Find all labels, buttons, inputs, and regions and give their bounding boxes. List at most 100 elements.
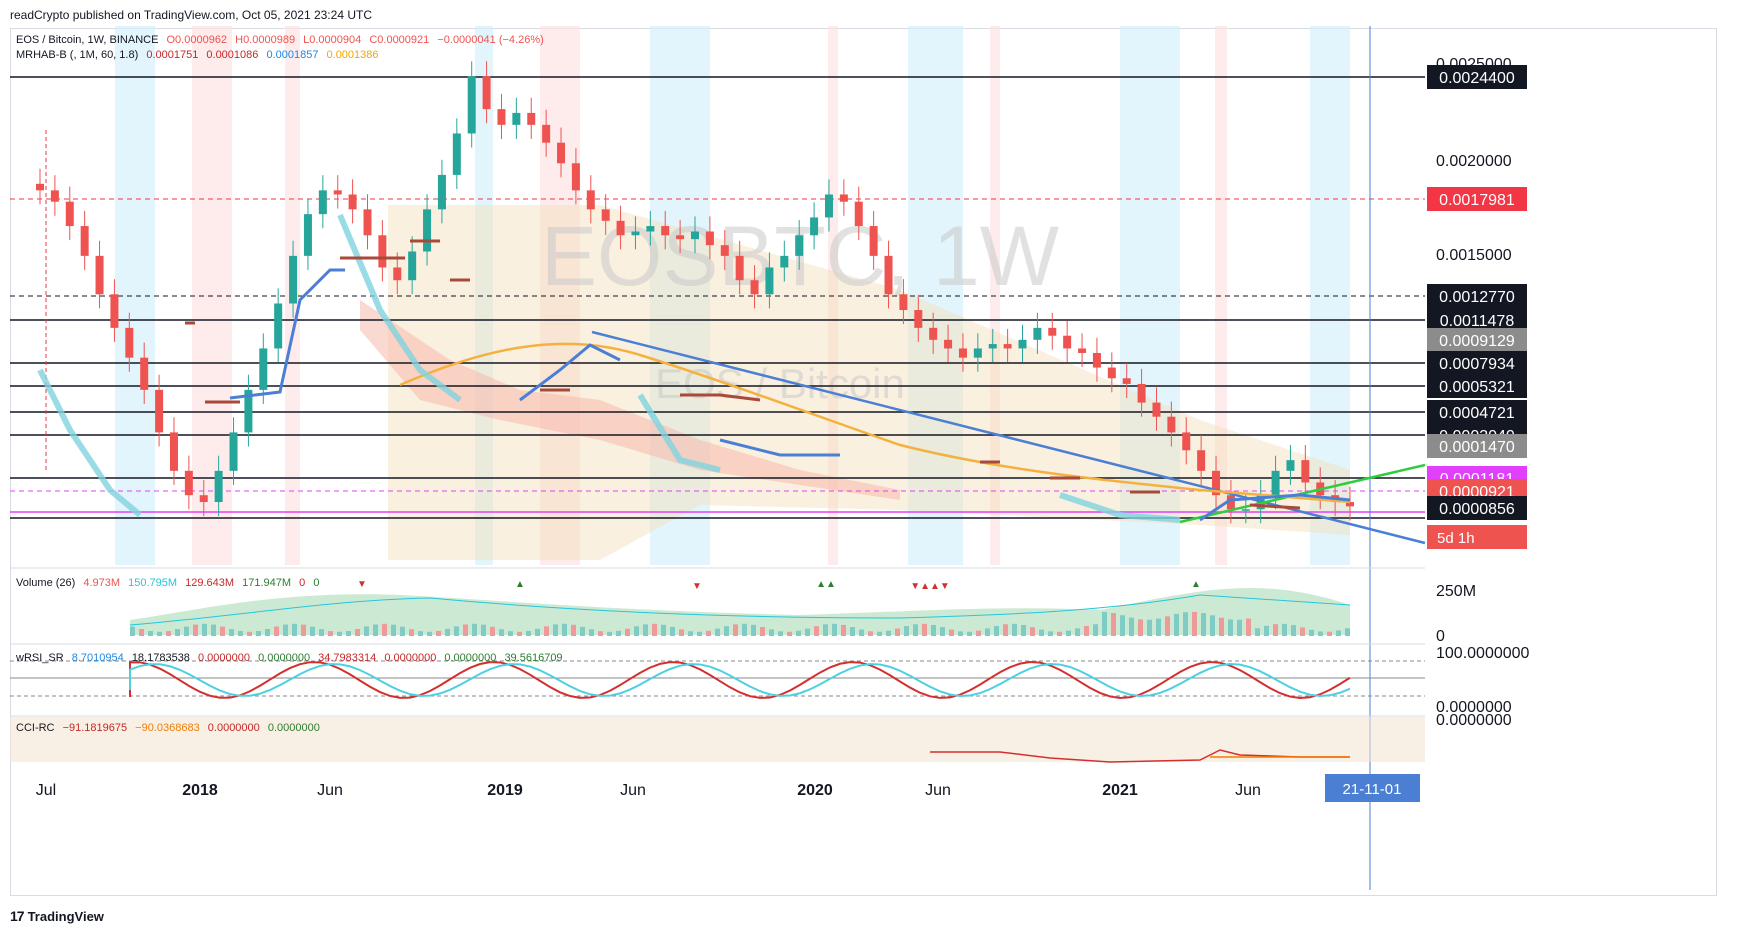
volume-bar bbox=[1201, 613, 1206, 636]
tradingview-logo-text: TradingView bbox=[27, 909, 104, 924]
pane-axis-label: 250M bbox=[1436, 583, 1476, 600]
volume-bar bbox=[958, 631, 963, 636]
volume-bar bbox=[661, 624, 666, 636]
volume-bar bbox=[256, 631, 261, 636]
price-level-label: 0.0024400 bbox=[1439, 70, 1515, 87]
candle-body bbox=[557, 142, 566, 164]
legend-volume: Volume (26) 4.973M 150.795M 129.643M 171… bbox=[16, 577, 324, 589]
candle-body bbox=[110, 294, 119, 328]
volume-bar bbox=[157, 631, 162, 636]
volume-bar bbox=[445, 628, 450, 636]
price-level-label: 0.0001470 bbox=[1439, 439, 1515, 456]
candle-body bbox=[1003, 344, 1012, 349]
volume-bar bbox=[283, 624, 288, 636]
candle-body bbox=[140, 357, 149, 390]
price-level-label: 0.0009129 bbox=[1439, 333, 1515, 350]
volume-bar bbox=[868, 631, 873, 636]
wrsi-value: 8.7010954 bbox=[71, 652, 124, 664]
candle-body bbox=[512, 112, 521, 125]
overlay-lines bbox=[37, 213, 1426, 545]
volume-bar bbox=[427, 631, 432, 636]
candle-body bbox=[378, 235, 387, 268]
volume-bar bbox=[400, 626, 405, 636]
volume-bar bbox=[1165, 616, 1170, 636]
x-axis-label: Jun bbox=[317, 782, 343, 799]
candle-body bbox=[65, 201, 74, 227]
signal-marker: ▲▲ bbox=[816, 579, 836, 590]
teal-band-line bbox=[37, 368, 142, 518]
symbol-watermark: EOSBTC, 1W bbox=[541, 209, 1059, 303]
volume-bar bbox=[319, 629, 324, 636]
chart-frame[interactable] bbox=[10, 28, 1717, 896]
legend-indicator-value: 0.0001086 bbox=[206, 49, 259, 61]
candle-body bbox=[348, 194, 357, 210]
candle-body bbox=[958, 348, 967, 358]
volume-bar bbox=[1021, 624, 1026, 636]
volume-bar bbox=[580, 626, 585, 636]
volume-bar bbox=[1336, 630, 1341, 636]
candle-body bbox=[125, 327, 134, 358]
volume-bar bbox=[553, 624, 558, 636]
candle-body bbox=[1241, 509, 1250, 511]
volume-title: Volume (26) bbox=[16, 577, 76, 589]
session-band bbox=[475, 26, 493, 565]
candle-body bbox=[274, 303, 283, 349]
volume-bar bbox=[688, 631, 693, 636]
volume-bar bbox=[598, 631, 603, 636]
volume-bar bbox=[841, 624, 846, 636]
cci-title: CCI-RC bbox=[16, 722, 55, 734]
volume-bar bbox=[652, 623, 657, 636]
volume-bar bbox=[1327, 631, 1332, 636]
volume-bar bbox=[1048, 631, 1053, 636]
pane-axis-label: 0.0000000 bbox=[1436, 712, 1512, 729]
volume-bar bbox=[328, 631, 333, 636]
volume-bar bbox=[490, 626, 495, 636]
volume-bar bbox=[409, 629, 414, 636]
candle-body bbox=[646, 226, 655, 232]
candle-body bbox=[169, 432, 178, 471]
legend-cci: CCI-RC −91.1819675 −90.0368683 0.0000000… bbox=[16, 722, 325, 734]
volume-bar bbox=[985, 628, 990, 636]
volume-bar bbox=[1120, 615, 1125, 636]
volume-bar bbox=[535, 628, 540, 636]
candle-body bbox=[1346, 502, 1354, 507]
publisher-line: readCrypto published on TradingView.com,… bbox=[10, 8, 372, 22]
x-axis-label: Jun bbox=[1235, 782, 1261, 799]
candle-body bbox=[571, 163, 580, 191]
legend-close: C0.0000921 bbox=[369, 34, 430, 46]
candle-body bbox=[765, 267, 774, 295]
volume-bar bbox=[1084, 625, 1089, 636]
volume-bar bbox=[355, 628, 360, 636]
candle-body bbox=[631, 231, 640, 236]
volume-bar bbox=[1093, 624, 1098, 636]
legend-open: O0.0000962 bbox=[166, 34, 228, 46]
x-axis-label: 2020 bbox=[797, 782, 833, 799]
price-level-label: 0.0012770 bbox=[1439, 289, 1515, 306]
volume-bar bbox=[607, 631, 612, 636]
volume-bar bbox=[139, 629, 144, 636]
volume-bar bbox=[526, 630, 531, 636]
candle-body bbox=[586, 190, 595, 210]
cci-value: 0.0000000 bbox=[207, 722, 260, 734]
candle-body bbox=[1212, 470, 1221, 496]
candle-body bbox=[393, 267, 402, 281]
x-axis-highlight-box bbox=[1325, 774, 1420, 802]
volume-bar bbox=[589, 629, 594, 636]
legend-indicator-value: 0.0001386 bbox=[326, 49, 379, 61]
volume-bar bbox=[1219, 617, 1224, 636]
x-axis-label: Jun bbox=[620, 782, 646, 799]
volume-bar bbox=[1147, 619, 1152, 636]
price-level-label-box bbox=[1427, 284, 1527, 308]
volume-bar bbox=[1138, 619, 1143, 636]
volume-bar bbox=[967, 631, 972, 636]
legend-change: −0.0000041 (−4.26%) bbox=[437, 34, 544, 46]
short-ma-segments bbox=[519, 343, 1351, 522]
legend-indicator-name: MRHAB-B (, 1M, 60, 1.8) bbox=[16, 49, 139, 61]
price-level-label: 0.0011478 bbox=[1440, 313, 1515, 330]
candle-body bbox=[601, 209, 610, 221]
volume-value: 129.643M bbox=[185, 577, 235, 589]
tradingview-logo[interactable]: 17 TradingView bbox=[10, 908, 104, 924]
step-resistance-line bbox=[340, 239, 1301, 510]
wrsi-value: 18.1783538 bbox=[131, 652, 190, 664]
